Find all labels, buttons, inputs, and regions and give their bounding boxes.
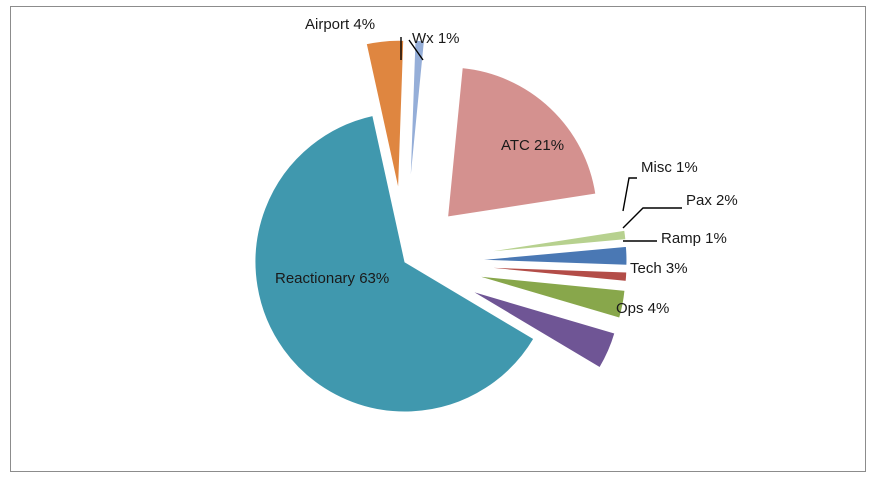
- pie-slice-wx: [409, 39, 425, 191]
- data-label-reactionary: Reactionary 63%: [275, 270, 389, 287]
- data-label-wx: Wx 1%: [412, 30, 460, 47]
- pie-slice-pax: [476, 245, 628, 266]
- data-label-ramp: Ramp 1%: [661, 230, 727, 247]
- pie-slices: [254, 39, 628, 413]
- data-label-airport: Airport 4%: [305, 16, 375, 33]
- pie-slice-ops: [470, 290, 616, 369]
- data-label-pax: Pax 2%: [686, 192, 738, 209]
- leader-line-pax: [622, 207, 682, 229]
- pie-slice-airport: [365, 39, 405, 191]
- pie-slice-atc: [447, 67, 597, 218]
- pie-slice-reactionary: [254, 114, 535, 413]
- data-label-atc: ATC 21%: [501, 137, 564, 154]
- data-labels: Wx 1% ATC 21% Misc 1% Pax 2% Ramp 1% Tec…: [275, 16, 738, 317]
- leader-line-misc: [622, 177, 637, 212]
- data-label-ops: Ops 4%: [616, 300, 669, 317]
- pie-slice-ramp: [476, 266, 628, 282]
- pie-slice-misc: [476, 229, 627, 254]
- leader-lines: [400, 37, 682, 242]
- pie-slice-tech: [475, 275, 626, 319]
- data-label-tech: Tech 3%: [630, 260, 688, 277]
- data-label-misc: Misc 1%: [641, 159, 698, 176]
- leader-line-wx: [408, 39, 424, 61]
